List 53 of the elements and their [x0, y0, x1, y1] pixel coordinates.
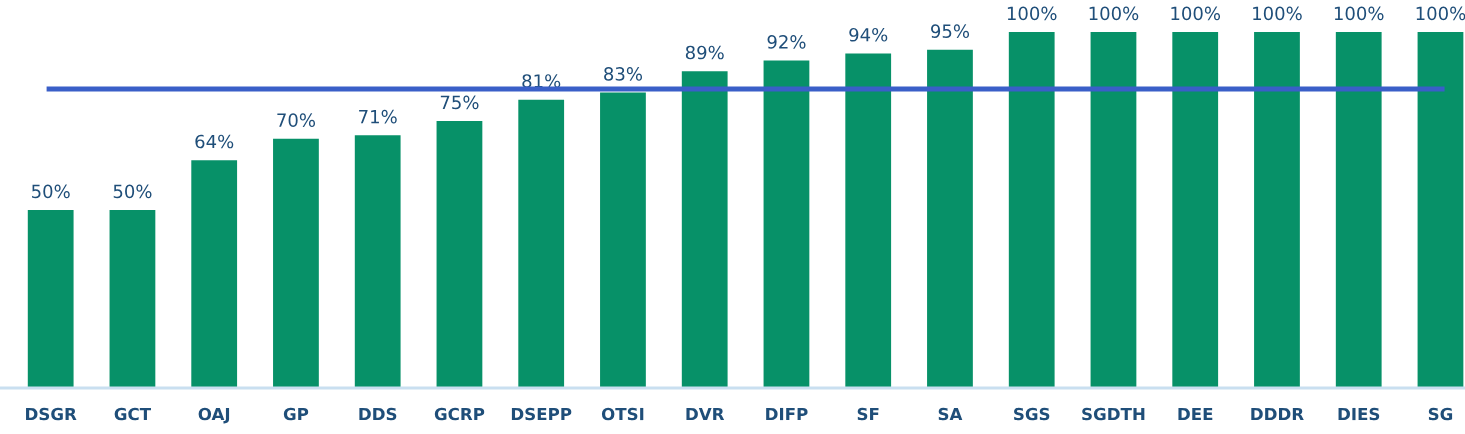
x-tick-label: OTSI — [601, 407, 644, 421]
bar — [518, 99, 565, 388]
x-tick-label: SGDTH — [1082, 407, 1145, 421]
data-label: 100% — [1334, 6, 1384, 21]
x-tick-label: SG — [1428, 407, 1453, 421]
bar — [191, 160, 238, 388]
bar — [1254, 32, 1300, 388]
data-label: 71% — [359, 109, 397, 124]
data-label: 92% — [767, 35, 806, 49]
bar — [763, 60, 810, 388]
bar — [1172, 32, 1219, 388]
data-label: 64% — [195, 134, 234, 149]
x-tick-label: GCRP — [434, 407, 485, 421]
data-label: 100% — [1416, 6, 1465, 21]
bar — [436, 121, 483, 388]
x-tick-label: GP — [283, 407, 309, 421]
bar — [1335, 32, 1382, 388]
bar — [1090, 32, 1137, 388]
data-label: 100% — [1089, 6, 1139, 21]
bar — [927, 49, 973, 388]
bar — [845, 53, 892, 388]
bar — [681, 71, 728, 388]
x-tick-label: DIES — [1338, 407, 1380, 421]
x-tick-label: DDS — [359, 407, 397, 421]
data-label: 89% — [685, 45, 724, 60]
data-label: 94% — [849, 27, 888, 42]
bar — [1008, 32, 1055, 388]
data-label: 50% — [113, 184, 152, 199]
data-label: 70% — [277, 113, 316, 127]
x-tick-label: SF — [857, 407, 879, 421]
data-label: 95% — [931, 24, 970, 38]
x-tick-label: SGS — [1014, 407, 1050, 421]
x-tick-label: DIFP — [766, 407, 808, 421]
bar — [600, 92, 646, 388]
data-label: 75% — [440, 95, 479, 110]
x-tick-label: DEE — [1178, 407, 1213, 421]
data-label: 100% — [1253, 6, 1302, 21]
x-tick-label: DSGR — [26, 407, 77, 421]
bar — [109, 210, 156, 388]
x-tick-label: DDDR — [1251, 407, 1304, 421]
x-tick-label: DVR — [686, 407, 725, 421]
data-label: 100% — [1171, 6, 1221, 21]
x-tick-label: GCT — [114, 407, 151, 421]
bar — [273, 138, 319, 388]
bar — [1417, 32, 1464, 388]
data-label: 100% — [1007, 6, 1057, 21]
x-tick-label: OAJ — [198, 407, 230, 424]
x-tick-label: DSEPP — [511, 407, 572, 421]
data-label: 83% — [604, 67, 643, 81]
x-tick-label: SA — [938, 407, 963, 421]
bar — [354, 135, 401, 388]
bar — [27, 210, 74, 388]
data-label: 50% — [32, 184, 70, 199]
